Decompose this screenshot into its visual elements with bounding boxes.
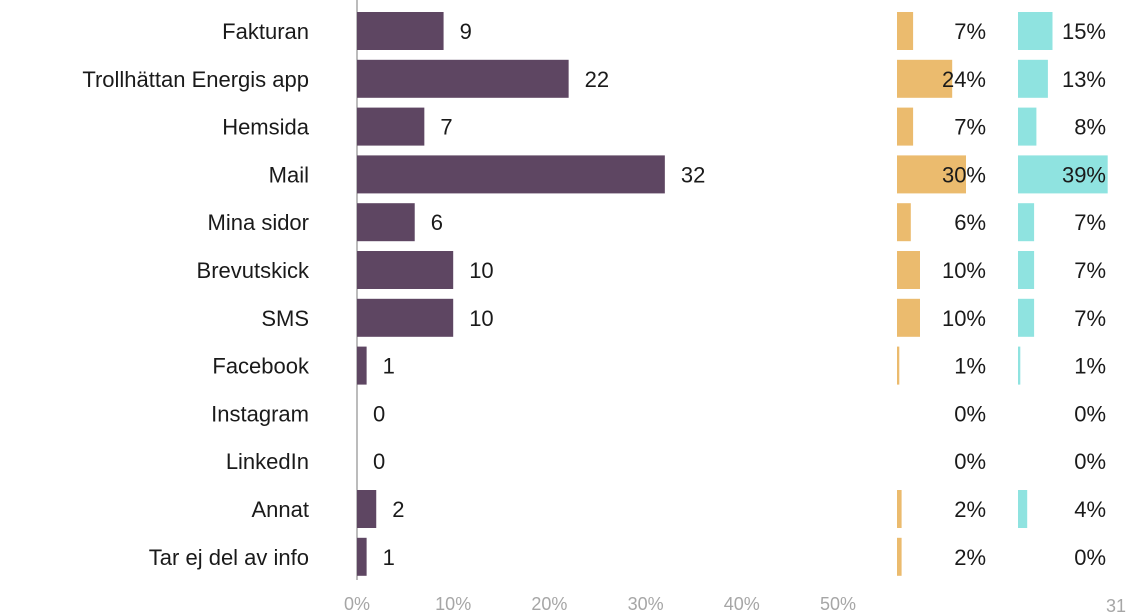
data-label: 1%	[954, 354, 986, 379]
data-label: 1	[383, 545, 395, 570]
category-label: Trollhättan Energis app	[82, 67, 309, 92]
bar	[897, 490, 902, 528]
bar	[357, 107, 425, 146]
data-label: 0	[373, 449, 385, 474]
bar	[357, 203, 415, 242]
category-label: Hemsida	[222, 115, 310, 140]
x-tick-label: 40%	[724, 594, 760, 614]
bar	[1018, 203, 1035, 242]
bar	[1018, 298, 1035, 337]
bar	[897, 203, 911, 242]
data-label: 13%	[1062, 67, 1106, 92]
data-label: 15%	[1062, 19, 1106, 44]
bar	[897, 298, 920, 337]
category-label: Tar ej del av info	[149, 545, 309, 570]
data-label: 10	[469, 258, 493, 283]
data-label: 1%	[1074, 354, 1106, 379]
bar	[357, 251, 454, 289]
bar	[897, 59, 953, 98]
category-label: Brevutskick	[197, 258, 310, 283]
bar	[357, 12, 444, 50]
bar	[897, 537, 902, 576]
data-label: 2%	[954, 545, 986, 570]
category-label: Annat	[252, 497, 310, 522]
data-label: 7%	[1074, 258, 1106, 283]
data-label: 0%	[1074, 401, 1106, 426]
bar	[1018, 107, 1037, 146]
x-tick-label: 0%	[344, 594, 370, 614]
bar	[357, 490, 377, 528]
bar	[897, 251, 920, 289]
data-label: 10%	[942, 306, 986, 331]
bar	[357, 298, 454, 337]
data-label: 6	[431, 210, 443, 235]
data-label: 2%	[954, 497, 986, 522]
bar	[897, 346, 900, 385]
data-label: 32	[681, 162, 705, 187]
bar	[1018, 155, 1108, 194]
data-label: 39%	[1062, 162, 1106, 187]
category-label: SMS	[261, 306, 309, 331]
bar	[357, 155, 665, 194]
data-label: 0%	[954, 401, 986, 426]
data-label: 7%	[954, 19, 986, 44]
data-label: 0%	[1074, 545, 1106, 570]
x-tick-label: 30%	[628, 594, 664, 614]
bar	[897, 12, 914, 50]
data-label: 4%	[1074, 497, 1106, 522]
bar	[357, 59, 569, 98]
bar	[357, 537, 367, 576]
data-label: 10	[469, 306, 493, 331]
data-label: 0%	[1074, 449, 1106, 474]
data-label: 0%	[954, 449, 986, 474]
comparison-bar-chart-2: 15% 13% 8% 39% 7% 7% 7% 1% 0% 0% 4% 0%	[1018, 12, 1108, 570]
data-label: 7%	[1074, 210, 1106, 235]
category-label: LinkedIn	[226, 449, 309, 474]
data-label: 8%	[1074, 115, 1106, 140]
bar	[1018, 12, 1053, 50]
data-label: 6%	[954, 210, 986, 235]
category-label: Mail	[269, 162, 309, 187]
x-tick-label: 50%	[820, 594, 856, 614]
x-tick-label: 20%	[531, 594, 567, 614]
category-label: Fakturan	[222, 19, 309, 44]
data-label: 7%	[954, 115, 986, 140]
bar	[897, 107, 914, 146]
x-tick-label: 10%	[435, 594, 471, 614]
bar	[357, 346, 367, 385]
data-label: 2	[392, 497, 404, 522]
data-label: 22	[585, 67, 609, 92]
bar	[1018, 59, 1048, 98]
data-label: 0	[373, 401, 385, 426]
comparison-bar-chart-1: 7% 24% 7% 30% 6% 10% 10% 1% 0% 0% 2% 2%	[897, 12, 986, 576]
data-label: 7	[440, 115, 452, 140]
category-label: Mina sidor	[208, 210, 309, 235]
bar	[1018, 251, 1035, 289]
category-label: Facebook	[212, 354, 310, 379]
data-label: 9	[460, 19, 472, 44]
data-label: 30%	[942, 162, 986, 187]
data-label: 10%	[942, 258, 986, 283]
data-label: 1	[383, 354, 395, 379]
page-number: 31	[1106, 596, 1126, 614]
data-label: 24%	[942, 67, 986, 92]
main-bar-chart: Fakturan 9 Trollhättan Energis app 22 Hemsid…	[82, 0, 856, 614]
bar	[1018, 346, 1021, 385]
data-label: 7%	[1074, 306, 1106, 331]
bar	[897, 155, 966, 194]
category-label: Instagram	[211, 401, 309, 426]
bar	[1018, 490, 1028, 528]
